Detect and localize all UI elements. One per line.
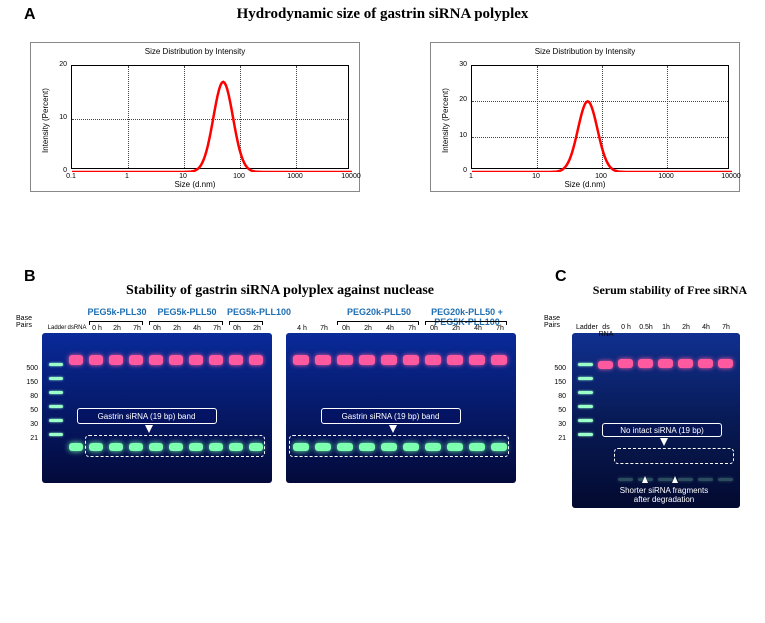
panel-c-label: C <box>555 268 567 286</box>
panel-c-title: Serum stability of Free siRNA <box>575 283 765 298</box>
chart-subtitle: Size Distribution by Intensity <box>431 47 739 56</box>
panel-b-title: Stability of gastrin siRNA polyplex agai… <box>70 283 490 299</box>
dls-chart-1: Size Distribution by Intensity010200.111… <box>30 42 360 192</box>
panel-b-label: B <box>24 268 36 286</box>
dls-chart-2: Size Distribution by Intensity0102030110… <box>430 42 740 192</box>
panel-a-title: Hydrodynamic size of gastrin siRNA polyp… <box>0 6 765 23</box>
chart-subtitle: Size Distribution by Intensity <box>31 47 359 56</box>
